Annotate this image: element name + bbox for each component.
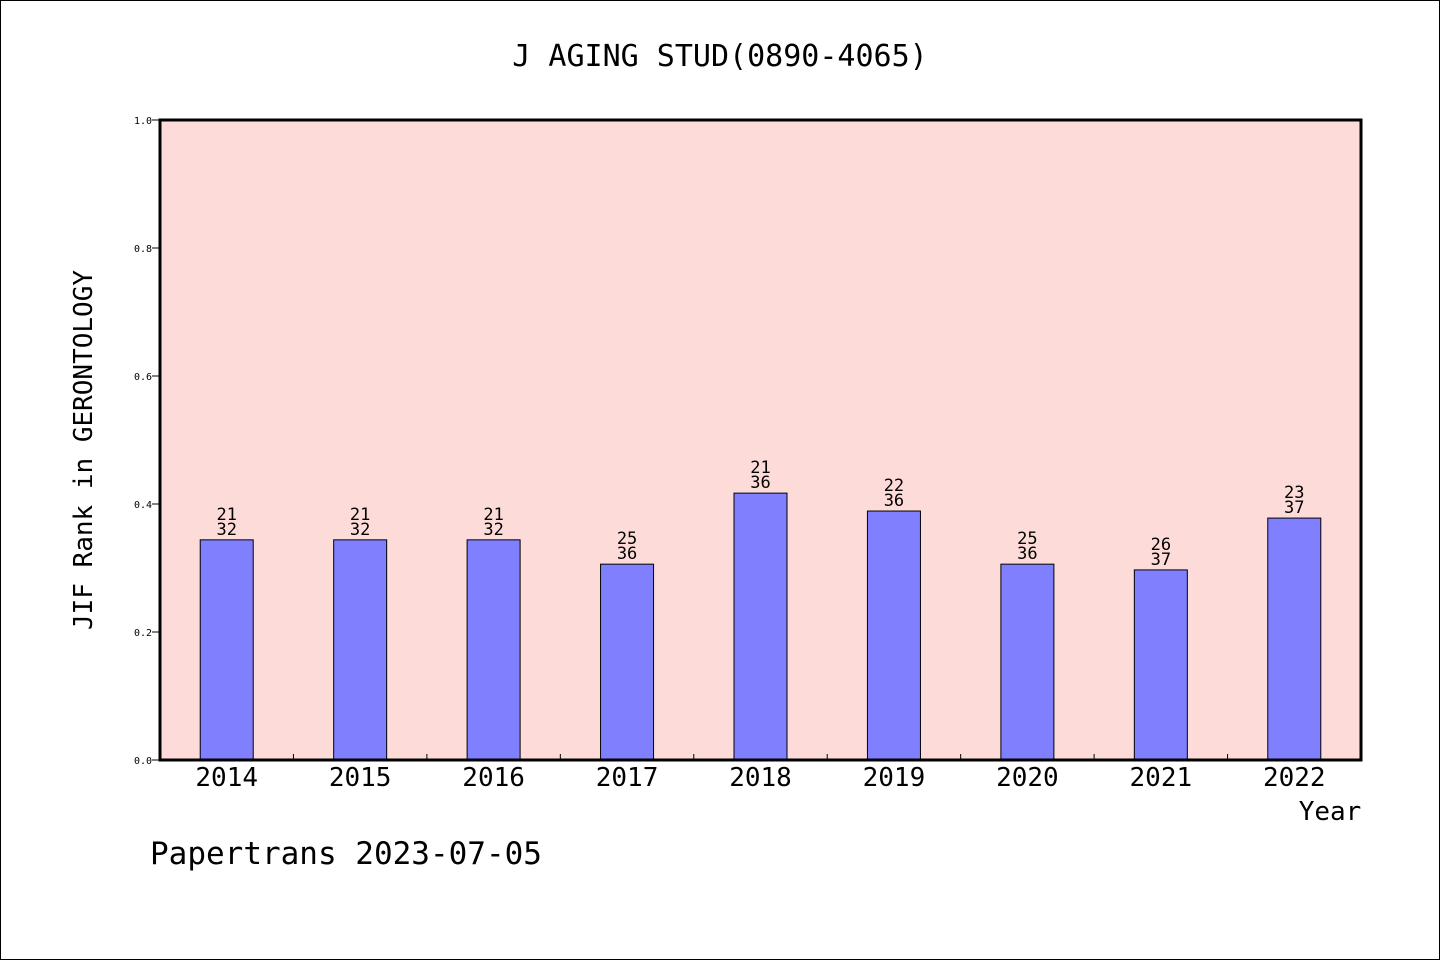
bar-2015 (333, 539, 388, 761)
bar-2017 (600, 563, 655, 761)
bar-total-label: 36 (617, 544, 637, 564)
bar-rank-label: 21 (350, 505, 370, 525)
bar-2016 (466, 539, 521, 761)
bar-rank-label: 26 (1151, 535, 1171, 555)
bar-total-label: 37 (1284, 498, 1304, 518)
x-tick-label: 2015 (329, 763, 392, 793)
bar-2019 (866, 510, 921, 761)
x-axis-labels: 2014 2015 2016 2017 2018 2019 2020 2021 2022 (195, 763, 1325, 793)
bar-rank-label: 21 (216, 505, 236, 525)
bars (199, 492, 1322, 761)
y-axis-title: JIF Rank in GERONTOLOGY (69, 270, 99, 630)
x-tick-label: 2021 (1130, 763, 1193, 793)
plot-border (158, 118, 1363, 762)
bar-total-label: 32 (483, 520, 503, 540)
bar-rank-label: 21 (483, 505, 503, 525)
bar-2018 (733, 492, 788, 761)
bar-rank-label: 21 (750, 458, 770, 478)
bar-total-label: 37 (1151, 550, 1171, 570)
y-axis: 0.0 0.2 0.4 0.6 0.8 1.0 (134, 116, 160, 767)
y-tick-label: 0.6 (134, 372, 152, 383)
y-tick-label: 0.4 (134, 500, 152, 511)
x-tick-label: 2022 (1263, 763, 1326, 793)
x-axis-title: Year (1299, 797, 1362, 827)
bar-2022 (1267, 517, 1322, 761)
bar-total-label: 36 (1017, 544, 1037, 564)
bar-2020 (1000, 563, 1055, 761)
y-tick-label: 1.0 (134, 116, 152, 127)
y-tick-label: 0.2 (134, 628, 152, 639)
footer-credit: Papertrans 2023-07-05 (150, 836, 542, 872)
y-tick-label: 0.0 (134, 756, 152, 767)
bar-total-label: 32 (216, 520, 236, 540)
x-tick-label: 2014 (195, 763, 258, 793)
bar-total-label: 36 (750, 473, 770, 493)
x-tick-label: 2016 (462, 763, 525, 793)
bar-rank-label: 25 (1017, 529, 1037, 549)
bar-rank-label: 22 (884, 476, 904, 496)
chart-title: J AGING STUD(0890-4065) (512, 39, 927, 74)
x-tick-label: 2017 (596, 763, 659, 793)
bar-2014 (199, 539, 254, 761)
bar-total-label: 32 (350, 520, 370, 540)
y-tick-label: 0.8 (134, 244, 152, 255)
x-tick-label: 2018 (729, 763, 792, 793)
bar-total-label: 36 (884, 491, 904, 511)
bar-2021 (1133, 569, 1188, 761)
bar-rank-label: 25 (617, 529, 637, 549)
x-tick-label: 2019 (863, 763, 926, 793)
bar-rank-label: 23 (1284, 483, 1304, 503)
x-tick-label: 2020 (996, 763, 1059, 793)
